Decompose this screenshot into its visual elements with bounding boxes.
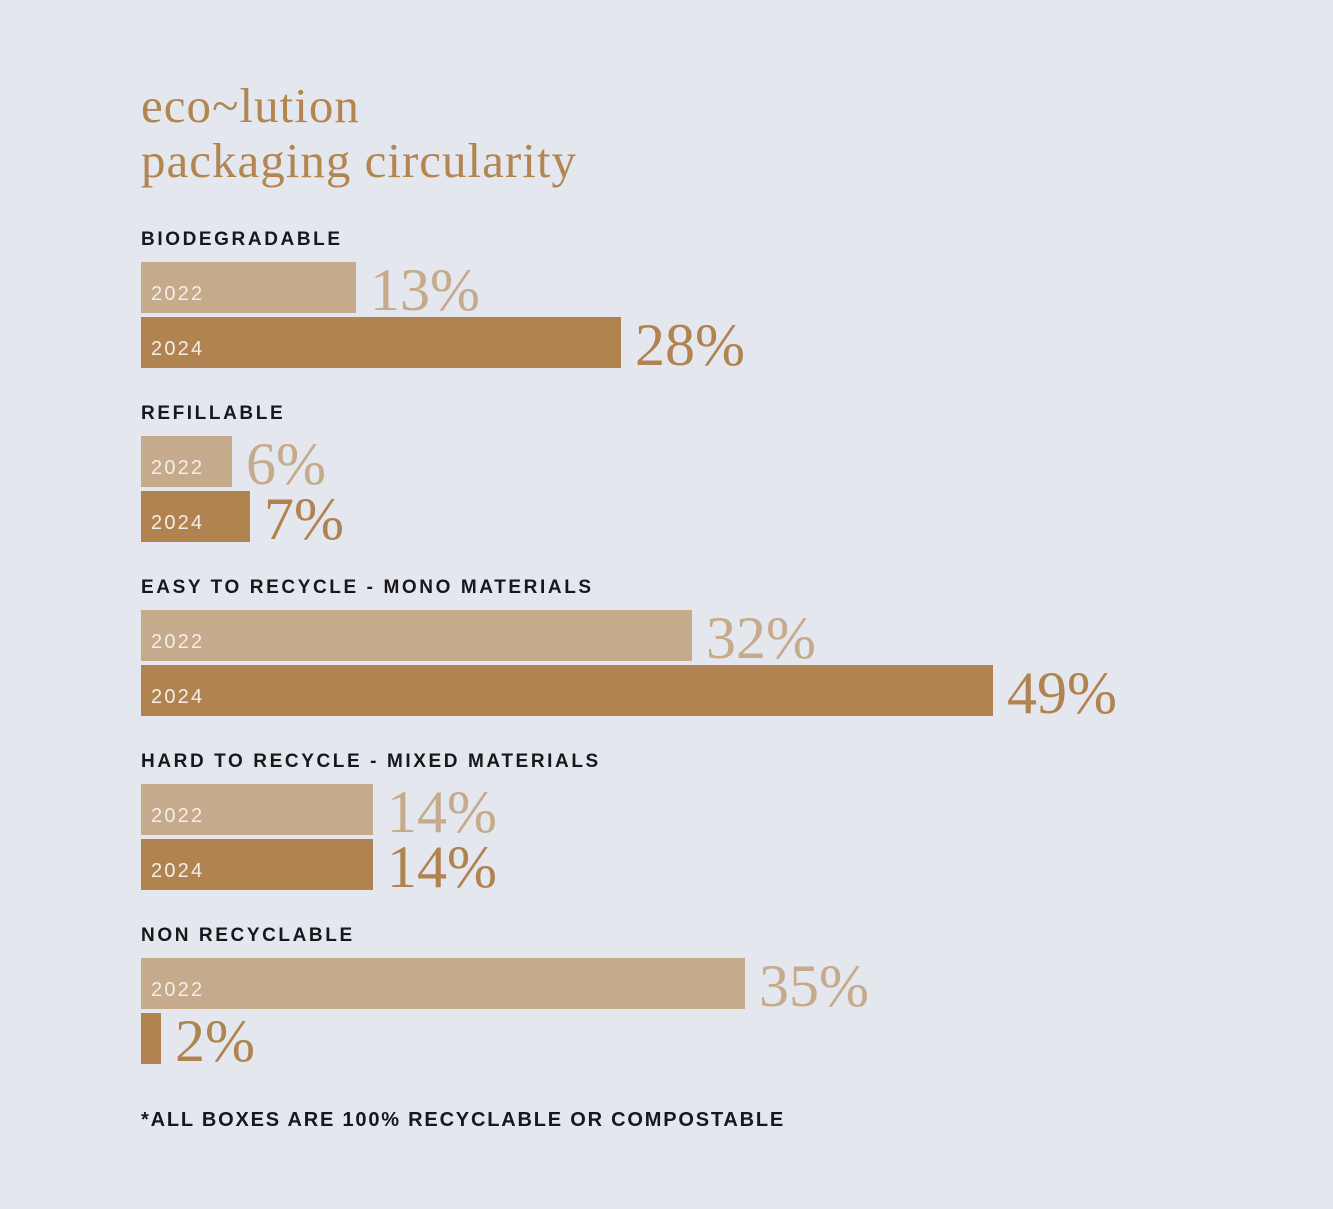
year-label: 2024 (151, 338, 205, 360)
value-label: 7% (264, 486, 344, 552)
bar-row-2022: 2022 13% (141, 257, 1291, 323)
category-group: EASY TO RECYCLE - MONO MATERIALS 2022 32% 2… (141, 576, 1291, 726)
bar-row-2024: 2024 28% (141, 312, 1291, 378)
bar-row-2022: 2022 35% (141, 953, 1291, 1019)
bar-2022: 2022 (141, 784, 373, 835)
category-label: NON RECYCLABLE (141, 925, 355, 946)
category-label: BIODEGRADABLE (141, 229, 343, 250)
value-label: 28% (635, 312, 745, 378)
bar-2024: 2024 (141, 491, 250, 542)
year-label: 2024 (151, 512, 205, 534)
category-label: HARD TO RECYCLE - MIXED MATERIALS (141, 751, 601, 772)
year-label: 2024 (151, 686, 205, 708)
bar-row-2022: 2022 32% (141, 605, 1291, 671)
bar-2024 (141, 1013, 161, 1064)
year-label: 2022 (151, 457, 205, 479)
category-group: HARD TO RECYCLE - MIXED MATERIALS 2022 14%… (141, 750, 1291, 900)
bar-2022: 2022 (141, 262, 356, 313)
value-label: 13% (370, 257, 480, 323)
year-label: 2022 (151, 805, 205, 827)
year-label: 2022 (151, 283, 205, 305)
category-label: EASY TO RECYCLE - MONO MATERIALS (141, 577, 594, 598)
chart-title-line1: eco~lution (141, 78, 360, 133)
category-group: BIODEGRADABLE 2022 13% 2024 28% (141, 228, 1291, 378)
value-label: 2% (175, 1008, 255, 1074)
bar-2022: 2022 (141, 436, 232, 487)
bar-row-2024: 2024 14% (141, 834, 1291, 900)
chart-title: eco~lution packaging circularity (141, 78, 1291, 188)
bar-2022: 2022 (141, 958, 745, 1009)
category-group: NON RECYCLABLE 2022 35% 2% (141, 924, 1291, 1074)
value-label: 35% (759, 953, 869, 1019)
bar-2024: 2024 (141, 839, 373, 890)
value-label: 49% (1007, 660, 1117, 726)
year-label: 2024 (151, 860, 205, 882)
bar-2024: 2024 (141, 317, 621, 368)
bar-row-2024: 2024 7% (141, 486, 1291, 552)
chart-title-line2: packaging circularity (141, 133, 577, 188)
bar-2022: 2022 (141, 610, 692, 661)
bar-chart: BIODEGRADABLE 2022 13% 2024 28% REFILLABLE 202… (141, 228, 1291, 1074)
bar-row-2024: 2024 49% (141, 660, 1291, 726)
category-group: REFILLABLE 2022 6% 2024 7% (141, 402, 1291, 552)
year-label: 2022 (151, 631, 205, 653)
year-label: 2022 (151, 979, 205, 1001)
value-label: 14% (387, 834, 497, 900)
value-label: 6% (246, 431, 326, 497)
value-label: 32% (706, 605, 816, 671)
bar-row-2022: 2022 14% (141, 779, 1291, 845)
bar-row-2022: 2022 6% (141, 431, 1291, 497)
bar-2024: 2024 (141, 665, 993, 716)
category-label: REFILLABLE (141, 403, 286, 424)
value-label: 14% (387, 779, 497, 845)
footnote: *ALL BOXES ARE 100% RECYCLABLE OR COMPOS… (141, 1109, 786, 1131)
infographic: eco~lution packaging circularity BIODEGR… (141, 78, 1291, 1132)
bar-row-2024: 2% (141, 1008, 1291, 1074)
